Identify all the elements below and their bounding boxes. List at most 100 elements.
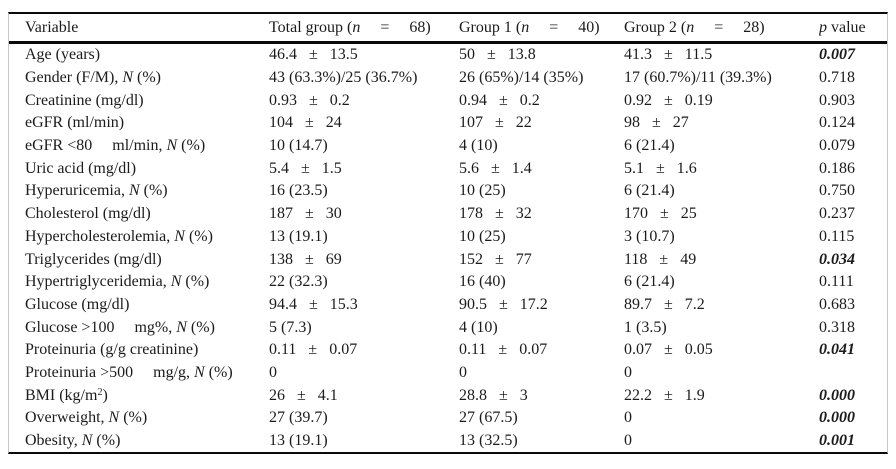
header-group1-n: n xyxy=(521,19,530,36)
group2-value: 0 xyxy=(624,433,632,450)
p-value: 0.718 xyxy=(819,70,855,87)
row-label-text: Cholesterol (mg/dl) xyxy=(25,206,151,223)
group1-value: 50 ± 13.8 xyxy=(459,47,536,64)
row-label-text: Proteinuria (g/g creatinine) xyxy=(25,342,199,359)
p-value: 0.186 xyxy=(819,160,855,177)
header-p-text: value xyxy=(827,19,866,36)
table-row: Proteinuria >500 mg/g, N (%) 0 0 0 xyxy=(9,362,887,385)
header-group2-text: Group 2 ( xyxy=(624,19,687,36)
row-label: Obesity, N (%) xyxy=(25,433,269,449)
table-row: Triglycerides (mg/dl) 138 ± 69 152 ± 77 … xyxy=(9,248,887,271)
row-label-italic: N xyxy=(194,364,205,381)
row-label-post: (%) xyxy=(204,364,233,381)
group1-value: 0.11 ± 0.07 xyxy=(459,342,548,359)
group1-value: 4 (10) xyxy=(459,319,498,336)
group2-value: 0.07 ± 0.05 xyxy=(624,342,713,359)
header-group1: Group 1 (n = 40) xyxy=(459,20,624,36)
header-group2-count: = 28) xyxy=(694,19,765,36)
group2-value: 22.2 ± 1.9 xyxy=(624,387,705,404)
row-label: Overweight, N (%) xyxy=(25,410,269,426)
group1-value: 28.8 ± 3 xyxy=(459,387,528,404)
row-label-italic: N xyxy=(174,228,185,245)
group2-value: 6 (21.4) xyxy=(624,138,675,155)
row-label-text: Hyperuricemia, xyxy=(25,183,129,200)
header-p-value: p value xyxy=(819,20,887,36)
table-row: Glucose >100 mg%, N (%) 5 (7.3) 4 (10) 1… xyxy=(9,316,887,339)
row-label-italic: N xyxy=(122,70,133,87)
total-group-value: 0 xyxy=(269,364,277,381)
row-label-text: Hypercholesterolemia, xyxy=(25,228,175,245)
row-label-post: ) xyxy=(102,387,108,404)
total-group-value: 27 (39.7) xyxy=(269,410,328,427)
row-label-italic: N xyxy=(166,138,178,155)
p-value: 0.000 xyxy=(819,410,855,427)
p-value: 0.124 xyxy=(819,115,855,132)
row-label-text: Triglycerides (mg/dl) xyxy=(25,251,162,268)
table-row: Obesity, N (%) 13 (19.1) 13 (32.5) 0 0.0… xyxy=(9,430,887,453)
group1-value: 107 ± 22 xyxy=(459,115,532,132)
table-row: Hypertriglyceridemia, N (%) 22 (32.3) 16… xyxy=(9,271,887,294)
row-label: Glucose >100 mg%, N (%) xyxy=(25,320,269,336)
table-row: Proteinuria (g/g creatinine) 0.11 ± 0.07… xyxy=(9,339,887,362)
group2-value: 170 ± 25 xyxy=(624,206,697,223)
p-value: 0.111 xyxy=(819,274,854,291)
header-total-group-count: = 68) xyxy=(360,19,431,36)
row-label-text: Glucose >100 mg%, xyxy=(25,319,177,336)
row-label-text: Creatinine (mg/dl) xyxy=(25,92,144,109)
p-value: 0.034 xyxy=(819,251,855,268)
header-total-group: Total group (n = 68) xyxy=(269,20,459,36)
row-label-italic: N xyxy=(176,319,187,336)
row-label-text: eGFR <80 ml/min, xyxy=(25,138,167,155)
row-label: eGFR <80 ml/min, N (%) xyxy=(25,138,269,154)
p-value: 0.903 xyxy=(819,92,855,109)
table-row: Gender (F/M), N (%) 43 (63.3%)/25 (36.7%… xyxy=(9,67,887,90)
row-label-post: (%) xyxy=(186,319,215,336)
total-group-value: 13 (19.1) xyxy=(269,228,328,245)
total-group-value: 22 (32.3) xyxy=(269,274,328,291)
total-group-value: 5.4 ± 1.5 xyxy=(269,160,342,177)
header-p-italic: p xyxy=(819,19,827,36)
p-value: 0.115 xyxy=(819,228,855,245)
group2-value: 5.1 ± 1.6 xyxy=(624,160,697,177)
row-label-post: (%) xyxy=(177,138,206,155)
group2-value: 98 ± 27 xyxy=(624,115,689,132)
total-group-value: 138 ± 69 xyxy=(269,251,342,268)
row-label: Hyperuricemia, N (%) xyxy=(25,183,269,199)
group1-value: 26 (65%)/14 (35%) xyxy=(459,70,584,87)
total-group-value: 13 (19.1) xyxy=(269,433,328,450)
row-label-post: (%) xyxy=(92,433,121,450)
group1-value: 152 ± 77 xyxy=(459,251,532,268)
row-label: eGFR (ml/min) xyxy=(25,115,269,131)
row-label-post: (%) xyxy=(119,410,148,427)
group2-value: 6 (21.4) xyxy=(624,274,675,291)
row-label-text: Proteinuria >500 mg/g, xyxy=(25,364,195,381)
table-row: BMI (kg/m2) 26 ± 4.1 28.8 ± 3 22.2 ± 1.9… xyxy=(9,384,887,407)
header-total-group-n: n xyxy=(352,19,361,36)
row-label: Creatinine (mg/dl) xyxy=(25,93,269,109)
row-label-text: BMI (kg/m xyxy=(25,387,98,404)
row-label: Hypertriglyceridemia, N (%) xyxy=(25,274,269,290)
row-label-post: (%) xyxy=(139,183,168,200)
table-header-row: Variable Total group (n = 68) Group 1 (n… xyxy=(9,14,887,44)
table-row: Uric acid (mg/dl) 5.4 ± 1.5 5.6 ± 1.4 5.… xyxy=(9,157,887,180)
p-value: 0.041 xyxy=(819,342,855,359)
statistics-table: Variable Total group (n = 68) Group 1 (n… xyxy=(8,12,888,455)
p-value: 0.079 xyxy=(819,138,855,155)
table-row: Age (years) 46.4 ± 13.5 50 ± 13.8 41.3 ±… xyxy=(9,44,887,67)
table-row: Hypercholesterolemia, N (%) 13 (19.1) 10… xyxy=(9,226,887,249)
total-group-value: 26 ± 4.1 xyxy=(269,387,338,404)
group2-value: 17 (60.7%)/11 (39.3%) xyxy=(624,70,772,87)
row-label-text: Glucose (mg/dl) xyxy=(25,296,130,313)
header-group1-count: = 40) xyxy=(529,19,600,36)
total-group-value: 187 ± 30 xyxy=(269,206,342,223)
p-value: 0.683 xyxy=(819,296,855,313)
row-label-italic: N xyxy=(128,183,140,200)
p-value: 0.318 xyxy=(819,319,855,336)
row-label-post: (%) xyxy=(181,274,210,291)
row-label: Uric acid (mg/dl) xyxy=(25,161,269,177)
table-row: Glucose (mg/dl) 94.4 ± 15.3 90.5 ± 17.2 … xyxy=(9,294,887,317)
header-total-group-text: Total group ( xyxy=(269,19,353,36)
table-row: Hyperuricemia, N (%) 16 (23.5) 10 (25) 6… xyxy=(9,180,887,203)
p-value: 0.237 xyxy=(819,206,855,223)
group1-value: 10 (25) xyxy=(459,228,506,245)
